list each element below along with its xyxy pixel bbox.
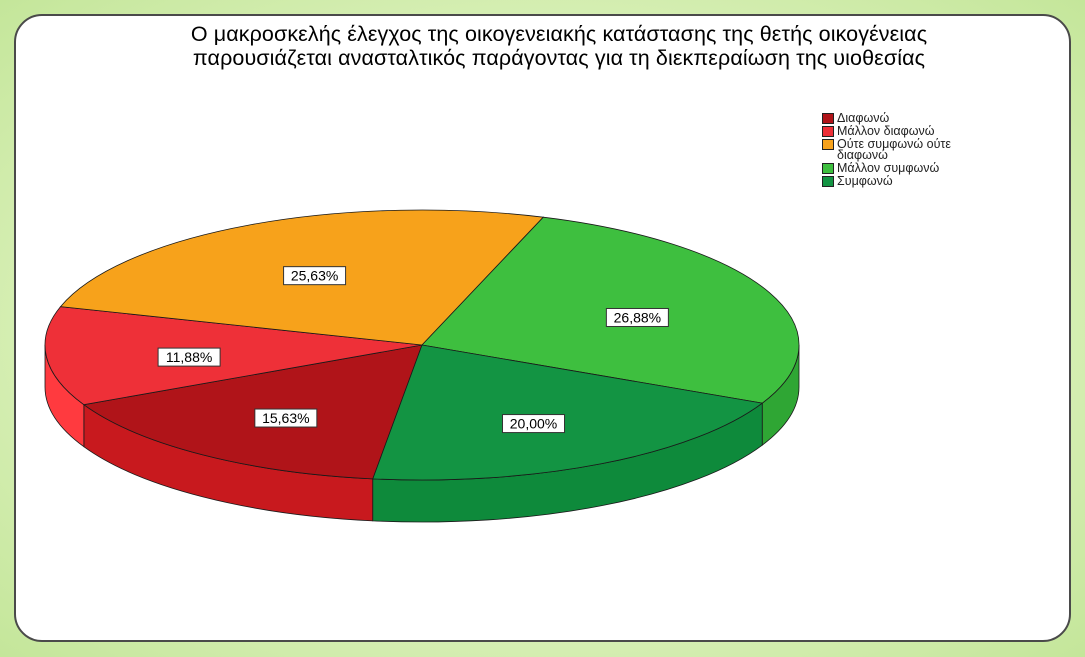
data-label-0: 15,63% bbox=[262, 410, 309, 426]
pie-slice-4 bbox=[372, 344, 764, 481]
data-label-1: 11,88% bbox=[166, 349, 212, 365]
legend-label: Μάλλον συμφωνώ bbox=[837, 161, 967, 175]
legend-item-disagree: Διαφωνώ bbox=[822, 111, 1062, 125]
legend-label-line: Μάλλον διαφωνώ bbox=[837, 124, 935, 138]
legend: Διαφωνώ Μάλλον διαφωνώ Ούτε συμφωνώ ούτε… bbox=[822, 111, 1062, 189]
data-label-box-2 bbox=[283, 266, 347, 286]
legend-item-neutral: Ούτε συμφωνώ ούτε διαφωνώ bbox=[822, 137, 1062, 162]
pie-slice-1 bbox=[44, 306, 423, 406]
data-label-4: 20,00% bbox=[510, 416, 557, 432]
legend-label: Ούτε συμφωνώ ούτε διαφωνώ bbox=[837, 137, 967, 162]
legend-swatch bbox=[822, 163, 834, 174]
data-label-box-1 bbox=[157, 347, 221, 367]
pie-slice-0 bbox=[82, 344, 423, 480]
legend-label: Διαφωνώ bbox=[837, 111, 967, 125]
chart-title-line-1: Ο μακροσκελής έλεγχος της οικογενειακής … bbox=[190, 22, 928, 46]
legend-swatch bbox=[822, 113, 834, 124]
data-label-2: 25,63% bbox=[291, 268, 338, 284]
legend-label-line: διαφωνώ bbox=[837, 148, 888, 162]
chart-title: Ο μακροσκελής έλεγχος της οικογενειακής … bbox=[44, 22, 1074, 70]
legend-label-line: Συμφωνώ bbox=[837, 174, 893, 188]
legend-item-rather-disagree: Μάλλον διαφωνώ bbox=[822, 124, 1062, 138]
legend-label-line: Μάλλον συμφωνώ bbox=[837, 161, 940, 175]
pie-data-labels: 15,63% 11,88% 25,63% 26,88% 20,00% bbox=[157, 266, 669, 434]
pie-top-faces bbox=[44, 209, 800, 481]
legend-label: Συμφωνώ bbox=[837, 174, 967, 188]
legend-swatch bbox=[822, 126, 834, 137]
data-label-3: 26,88% bbox=[614, 309, 661, 325]
data-label-box-4 bbox=[502, 414, 566, 434]
data-label-box-3 bbox=[605, 307, 669, 327]
legend-swatch bbox=[822, 176, 834, 187]
legend-label-line: Διαφωνώ bbox=[837, 111, 890, 125]
legend-label-line: Ούτε συμφωνώ ούτε bbox=[837, 137, 951, 151]
legend-swatch bbox=[822, 139, 834, 150]
legend-label: Μάλλον διαφωνώ bbox=[837, 124, 967, 138]
chart-title-line-2: παρουσιάζεται ανασταλτικός παράγοντας γι… bbox=[192, 46, 926, 70]
data-label-box-0 bbox=[254, 408, 318, 428]
legend-item-agree: Συμφωνώ bbox=[822, 174, 1062, 188]
legend-item-rather-agree: Μάλλον συμφωνώ bbox=[822, 161, 1062, 175]
